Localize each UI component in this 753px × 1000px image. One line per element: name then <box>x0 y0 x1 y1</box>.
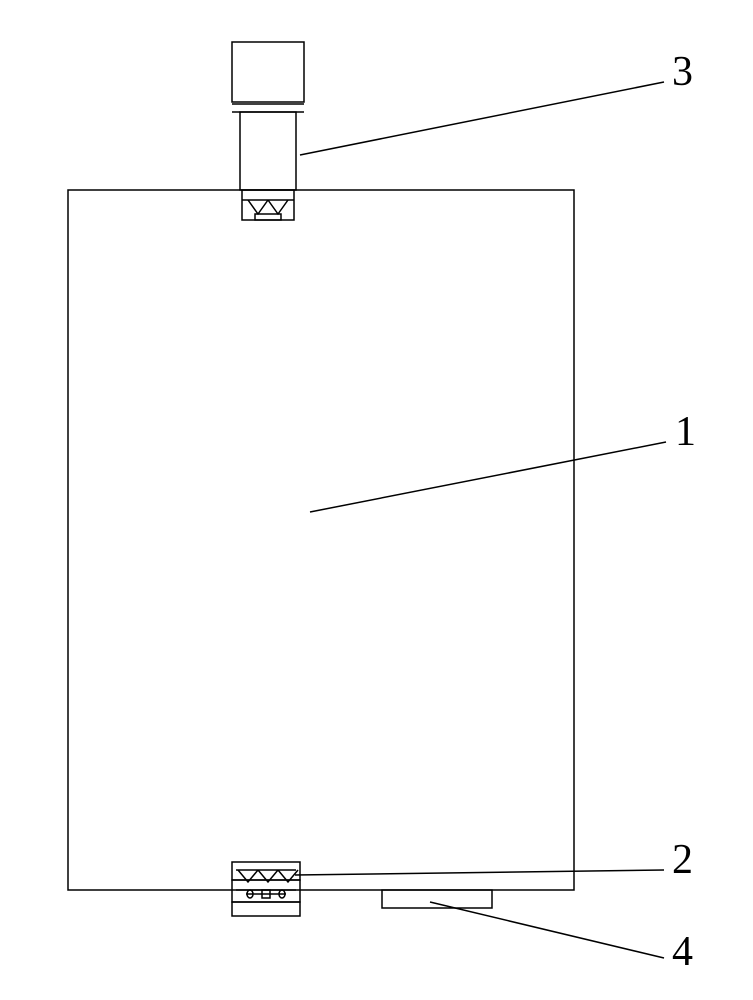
label-1: 1 <box>675 408 696 456</box>
label-3: 3 <box>672 48 693 96</box>
label-4: 4 <box>672 928 693 976</box>
label-2: 2 <box>672 836 693 884</box>
technical-diagram <box>0 0 753 1000</box>
